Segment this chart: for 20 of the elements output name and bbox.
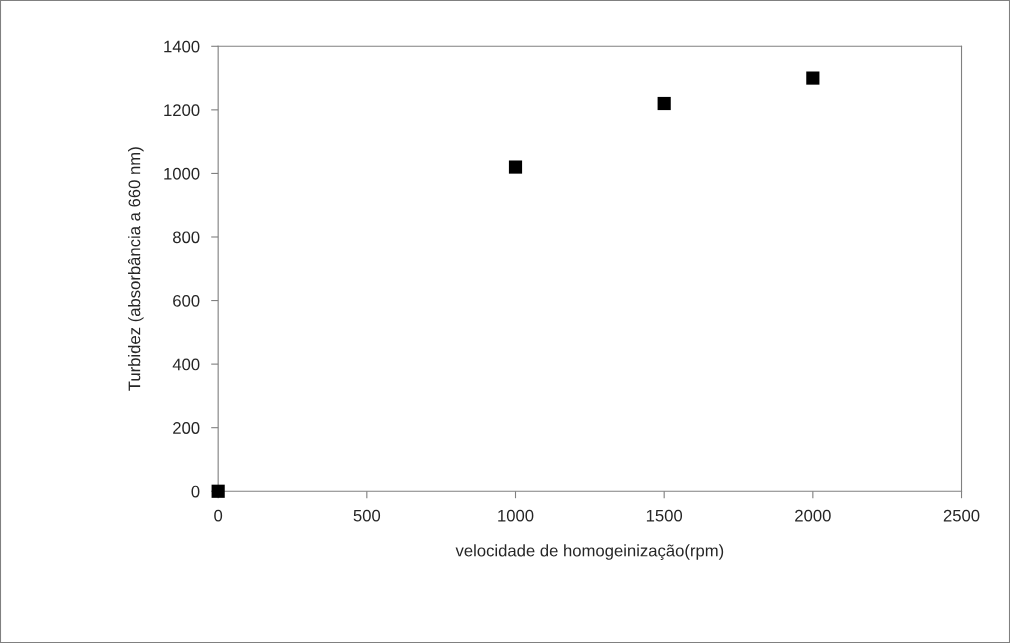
- x-tick-label: 1500: [646, 509, 683, 522]
- point: [806, 71, 820, 85]
- y-tick-label: 1000: [164, 167, 200, 180]
- x-axis-title: velocidade de homogeinização(rpm): [455, 544, 724, 560]
- y-tick-label: 0: [191, 485, 200, 498]
- x-tick-label: 500: [353, 509, 381, 522]
- y-tick-label: 400: [172, 358, 200, 371]
- y-tick-label: 600: [173, 294, 200, 307]
- x-tick-label: 2500: [943, 509, 980, 522]
- x-tick-label: 2000: [795, 509, 831, 522]
- point: [508, 160, 523, 174]
- point: [211, 484, 225, 498]
- y-tick-label: 1400: [164, 40, 200, 53]
- y-tick-label: 1200: [164, 104, 200, 117]
- y-tick-label: 200: [173, 422, 200, 434]
- x-tick-label: 1000: [498, 509, 534, 522]
- x-tick-label: 0: [214, 509, 223, 522]
- y-axis-title: Turbidez (absorbância a 660 nm): [128, 147, 144, 391]
- point: [657, 96, 671, 111]
- y-tick-label: 800: [173, 231, 200, 244]
